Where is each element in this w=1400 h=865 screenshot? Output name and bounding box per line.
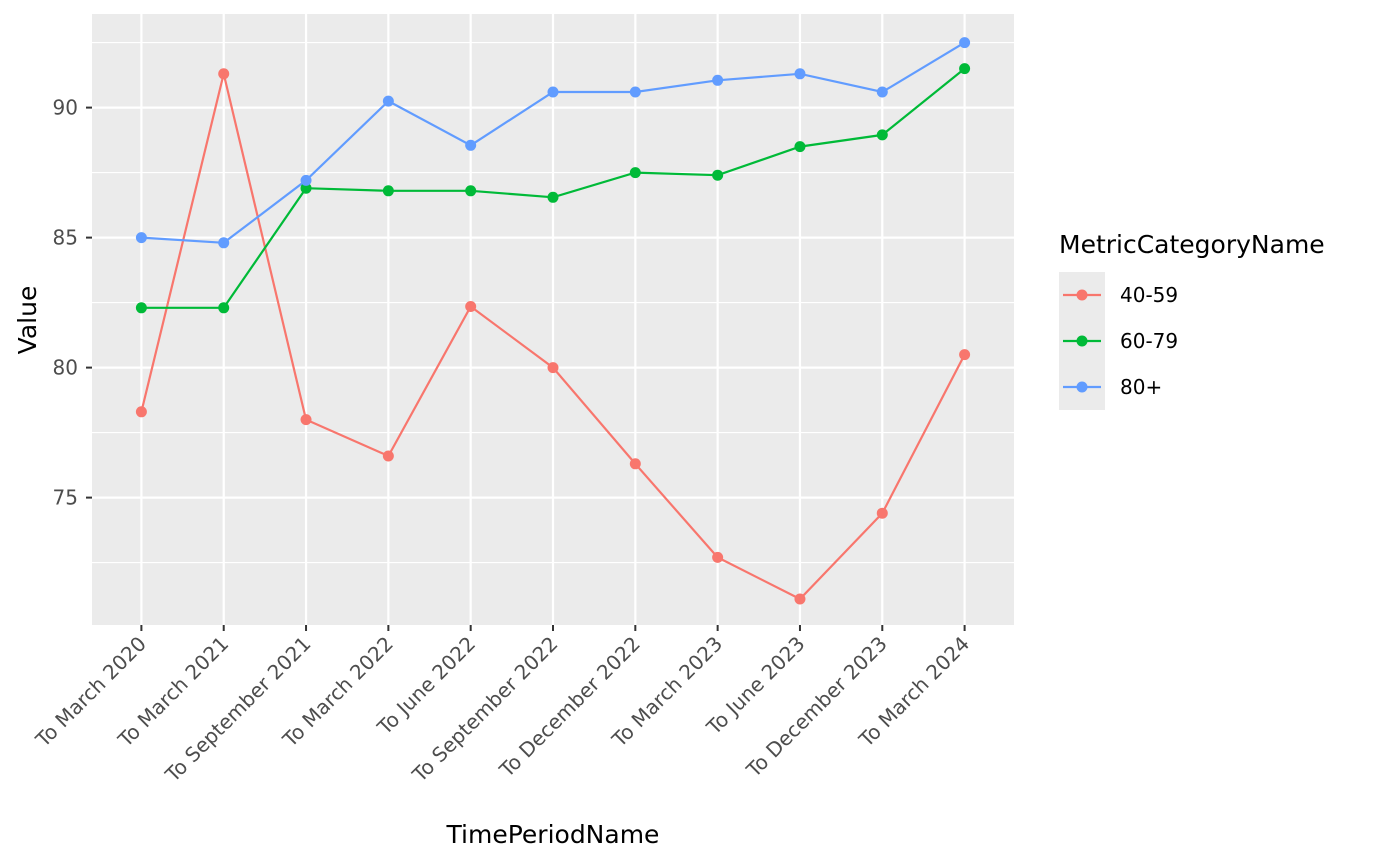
data-point-80+	[959, 37, 971, 49]
data-point-40-59	[876, 507, 888, 519]
data-point-60-79	[382, 185, 394, 197]
legend-items: 40-59 60-79 80+	[1063, 283, 1178, 399]
data-point-40-59	[465, 301, 477, 312]
y-tick-label: 90	[53, 96, 78, 120]
data-point-40-59	[547, 362, 559, 374]
x-tick-label: To December 2022	[494, 632, 645, 783]
data-point-40-59	[382, 450, 394, 462]
data-point-40-59	[300, 414, 312, 426]
y-tick-label: 80	[53, 356, 78, 380]
x-tick-label: To December 2023	[741, 632, 892, 783]
major-gridlines	[92, 14, 1014, 625]
legend: MetricCategoryName 40-59 60-79 80+	[1059, 230, 1325, 410]
data-point-80+	[712, 74, 724, 86]
data-point-60-79	[629, 167, 641, 179]
data-point-60-79	[218, 302, 230, 314]
data-point-40-59	[712, 551, 724, 563]
data-point-40-59	[135, 406, 147, 418]
data-point-80+	[547, 86, 559, 98]
data-point-80+	[629, 86, 641, 98]
legend-key-point	[1076, 381, 1088, 393]
y-tick-label: 75	[53, 486, 78, 510]
data-point-60-79	[712, 169, 724, 181]
legend-label: 80+	[1120, 375, 1162, 399]
legend-key-point	[1076, 289, 1088, 301]
data-point-80+	[135, 232, 147, 244]
data-point-80+	[794, 68, 806, 80]
y-tick-label: 85	[53, 226, 78, 250]
data-point-60-79	[465, 185, 477, 197]
series-layer	[135, 37, 971, 605]
data-point-60-79	[547, 191, 559, 203]
x-axis-title: TimePeriodName	[446, 820, 660, 849]
data-point-60-79	[794, 141, 806, 153]
data-point-80+	[465, 139, 477, 151]
data-point-80+	[382, 95, 394, 107]
legend-key-point	[1076, 335, 1088, 347]
data-point-60-79	[300, 182, 312, 194]
x-tick-label: To September 2021	[160, 632, 316, 788]
data-point-40-59	[629, 458, 641, 470]
legend-title: MetricCategoryName	[1059, 230, 1325, 259]
data-point-60-79	[135, 302, 147, 314]
legend-label: 40-59	[1120, 283, 1178, 307]
x-tick-label: To September 2022	[407, 632, 563, 788]
data-point-80+	[218, 237, 230, 249]
data-point-80+	[876, 86, 888, 98]
y-axis-title: Value	[13, 286, 42, 355]
data-point-40-59	[218, 68, 230, 80]
data-point-60-79	[959, 63, 971, 75]
data-point-80+	[300, 174, 312, 186]
data-point-60-79	[876, 129, 888, 141]
legend-label: 60-79	[1120, 329, 1178, 353]
data-point-40-59	[959, 349, 971, 361]
data-point-40-59	[794, 593, 806, 605]
